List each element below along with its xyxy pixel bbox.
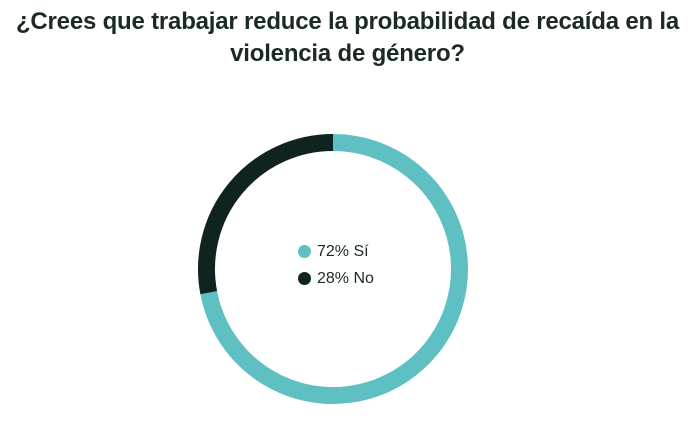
chart-legend: 72% Sí 28% No xyxy=(298,238,374,292)
legend-label-no: 28% No xyxy=(317,269,374,287)
legend-swatch-si xyxy=(298,245,311,258)
legend-label-si: 72% Sí xyxy=(317,242,369,260)
donut-slice-no xyxy=(198,134,334,295)
legend-item-no: 28% No xyxy=(298,265,374,292)
chart-title: ¿Crees que trabajar reduce la probabilid… xyxy=(0,6,695,70)
chart-title-line-2: violencia de género? xyxy=(230,40,465,67)
donut-slice-si xyxy=(200,134,468,404)
legend-item-si: 72% Sí xyxy=(298,238,374,265)
chart-title-line-1: ¿Crees que trabajar reduce la probabilid… xyxy=(15,8,680,35)
legend-swatch-no xyxy=(298,272,311,285)
